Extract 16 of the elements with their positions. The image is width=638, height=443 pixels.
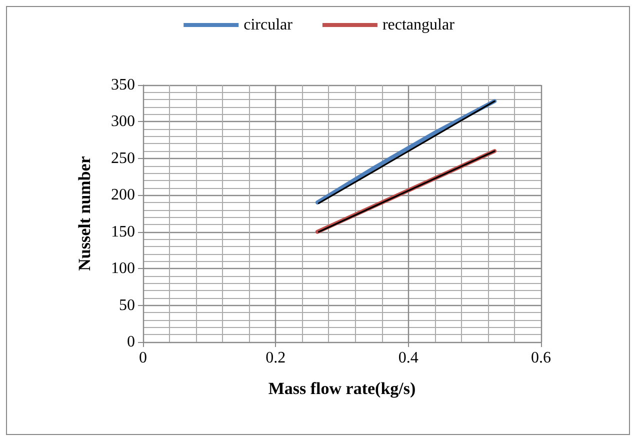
y-tick-label: 350 (111, 76, 135, 94)
y-tick-label: 150 (111, 223, 135, 240)
y-tick-label: 300 (111, 113, 135, 130)
legend-label: rectangular (382, 16, 456, 34)
y-tick-label: 50 (119, 296, 135, 314)
x-axis-title: Mass flow rate(kg/s) (268, 379, 416, 398)
y-tick-label: 0 (127, 334, 135, 350)
x-tick-label: 0.2 (266, 350, 286, 366)
y-tick-label: 200 (111, 186, 135, 204)
x-tick-label: 0.4 (398, 350, 418, 366)
x-tick-label: 0.6 (531, 350, 551, 366)
y-tick-label: 250 (111, 150, 135, 167)
x-tick-label: 0 (139, 350, 147, 366)
y-axis-title: Nusselt number (75, 156, 94, 271)
y-tick-label: 100 (111, 260, 135, 278)
legend-label: circular (244, 16, 294, 34)
